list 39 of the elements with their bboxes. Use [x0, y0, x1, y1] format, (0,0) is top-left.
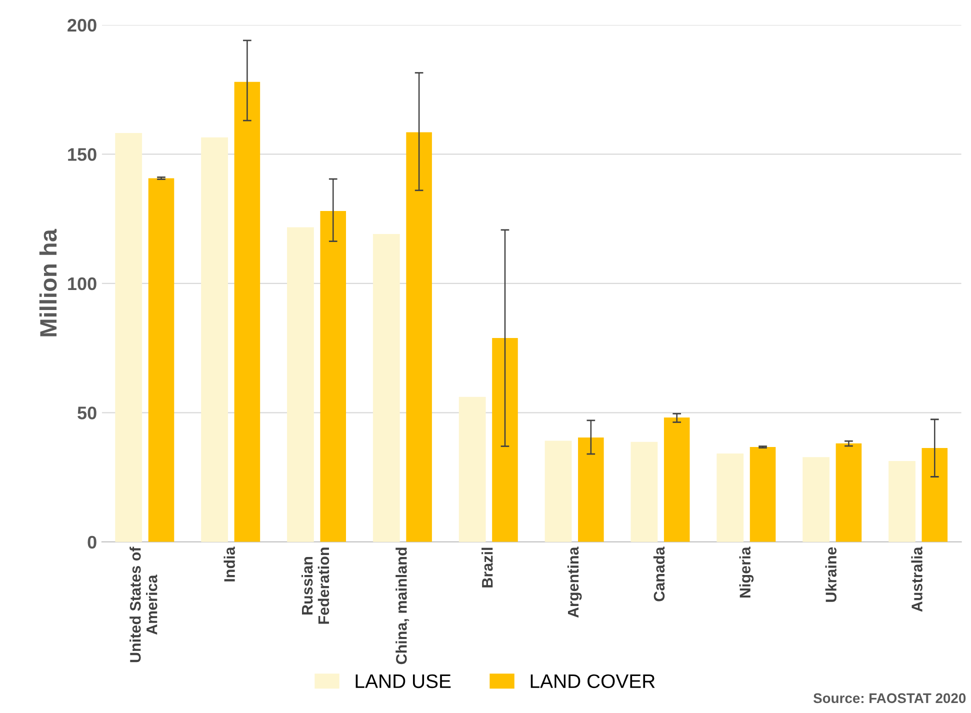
y-tick-label: 200 — [68, 18, 96, 32]
bar — [320, 211, 346, 542]
bar — [922, 448, 948, 542]
bar — [836, 443, 862, 542]
bar — [888, 460, 916, 542]
y-tick-label: 150 — [68, 148, 96, 161]
bar — [148, 178, 174, 542]
bar — [372, 234, 400, 542]
bar — [716, 453, 744, 542]
x-tick-label: United States of America — [130, 546, 158, 662]
x-tick-label: Nigeria — [739, 546, 754, 598]
bar — [664, 418, 690, 542]
bar — [578, 437, 604, 542]
x-tick-label: Argentina — [567, 546, 582, 618]
bar — [234, 82, 260, 542]
y-tick-label: 100 — [68, 277, 96, 290]
bar — [802, 457, 830, 542]
x-tick-label: Russian Federation — [301, 548, 330, 624]
x-tick-label: Ukraine — [825, 547, 836, 602]
bar — [544, 440, 572, 542]
bar — [201, 137, 228, 542]
bar — [115, 132, 142, 542]
bar — [406, 132, 432, 542]
bar — [458, 396, 486, 542]
x-tick-label: Brazil — [482, 548, 493, 588]
x-tick-label: India — [224, 546, 235, 582]
bar — [492, 338, 518, 542]
bar — [630, 442, 658, 542]
x-tick-label: Canada — [653, 546, 665, 602]
y-tick-label: 50 — [78, 406, 96, 420]
bar — [750, 447, 776, 542]
y-tick-label: 0 — [88, 536, 96, 549]
y-axis-title: Million ha — [39, 228, 57, 336]
legend-label: LAND COVER — [530, 674, 655, 688]
x-tick-label: Australia — [911, 546, 922, 612]
x-tick-label: China, mainland — [396, 548, 410, 664]
bar — [287, 227, 314, 542]
source-note: Source: FAOSTAT 2020 — [813, 693, 966, 704]
legend-label: LAND USE — [356, 674, 451, 688]
